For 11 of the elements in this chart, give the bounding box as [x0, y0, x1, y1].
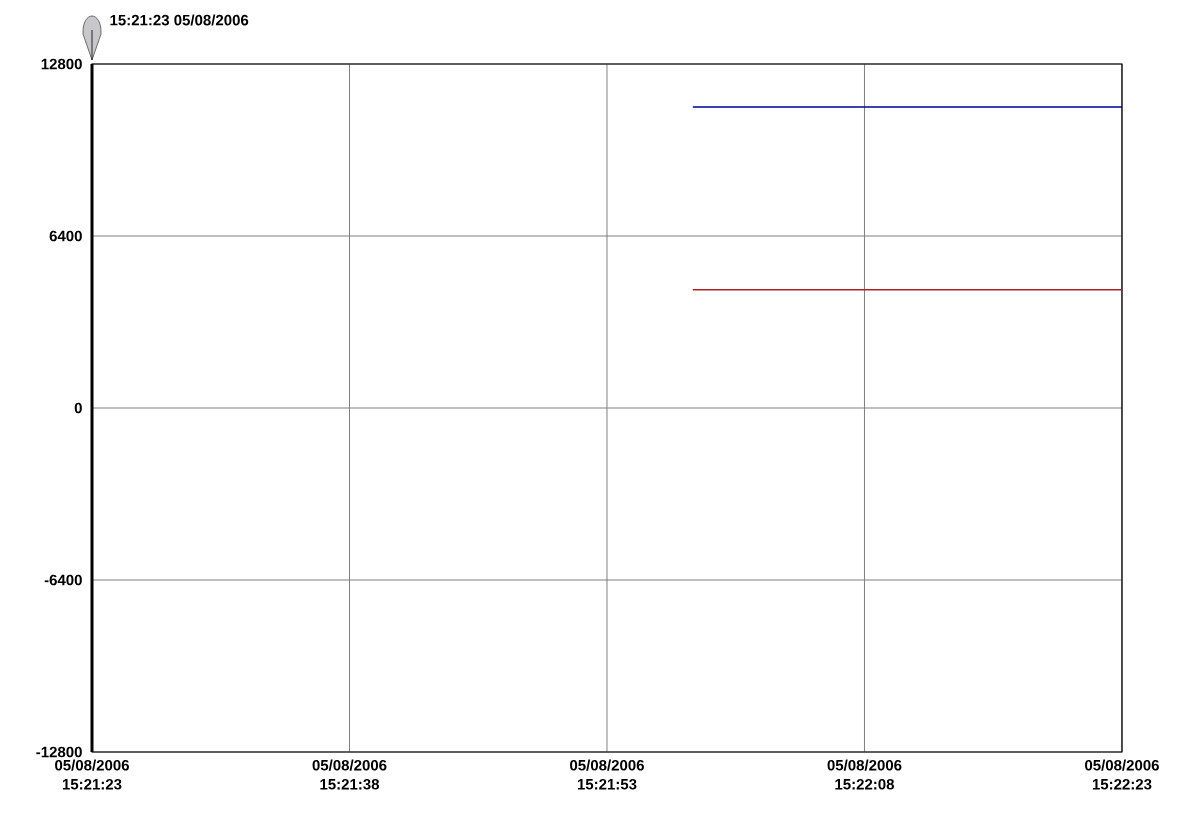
- y-tick-label: 6400: [49, 230, 82, 242]
- x-tick-label: 05/08/2006 15:21:38: [312, 759, 387, 790]
- x-tick-label: 05/08/2006 15:21:23: [55, 759, 129, 790]
- x-tick-label: 05/08/2006 15:22:08: [827, 759, 902, 790]
- x-tick-label: 05/08/2006 15:21:53: [570, 759, 644, 790]
- y-tick-label: 0: [74, 402, 82, 414]
- y-tick-label: -6400: [44, 574, 82, 586]
- y-tick-label: -12800: [36, 746, 82, 758]
- y-tick-label: 12800: [41, 58, 82, 70]
- text: 15:21:23 05/08/2006: [110, 14, 249, 26]
- x-tick-label: 05/08/2006 15:22:23: [1085, 759, 1159, 790]
